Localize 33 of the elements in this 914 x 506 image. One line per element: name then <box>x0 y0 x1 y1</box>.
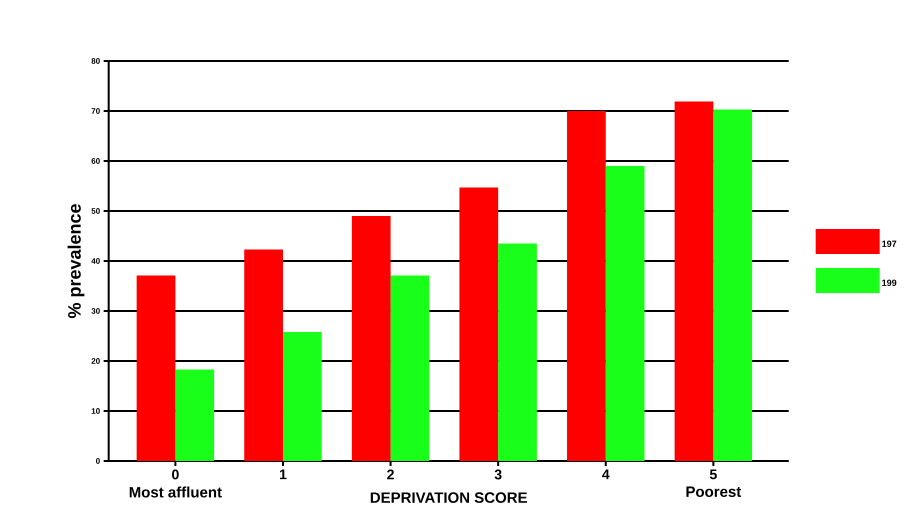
bar <box>713 109 752 461</box>
bar <box>244 249 283 461</box>
bar <box>498 243 537 461</box>
x-axis-title: DEPRIVATION SCORE <box>370 492 527 503</box>
y-tick-label: 10 <box>92 408 100 414</box>
y-tick-label: 0 <box>96 458 100 464</box>
x-tick-label: 4 <box>602 469 610 480</box>
text: 199 <box>882 279 896 286</box>
bar <box>175 369 214 461</box>
bar <box>390 275 430 461</box>
y-axis-title: % prevalence <box>68 204 84 318</box>
text: Poorest <box>686 486 742 497</box>
bar <box>282 332 322 461</box>
x-tick-label: 1 <box>280 469 286 480</box>
x-tick-label: 3 <box>494 469 502 480</box>
text: Most affluent <box>130 486 222 498</box>
bar <box>459 187 498 461</box>
x-tick-label: 0 <box>172 469 179 480</box>
y-tick-label: 20 <box>92 358 100 364</box>
y-tick-label: 70 <box>92 108 100 114</box>
y-tick-label: 30 <box>91 308 100 314</box>
y-tick-label: 50 <box>92 208 100 214</box>
y-tick-label: 40 <box>91 258 100 264</box>
y-tick-label: 60 <box>92 158 100 164</box>
bar <box>674 101 714 461</box>
text: 197 <box>882 240 896 247</box>
x-tick-label: 2 <box>387 469 394 480</box>
bar <box>567 110 606 461</box>
x-tick-label: 5 <box>710 469 717 480</box>
bar <box>352 216 391 461</box>
bar <box>136 275 176 461</box>
y-tick-label: 80 <box>92 58 100 64</box>
bar <box>606 166 644 461</box>
